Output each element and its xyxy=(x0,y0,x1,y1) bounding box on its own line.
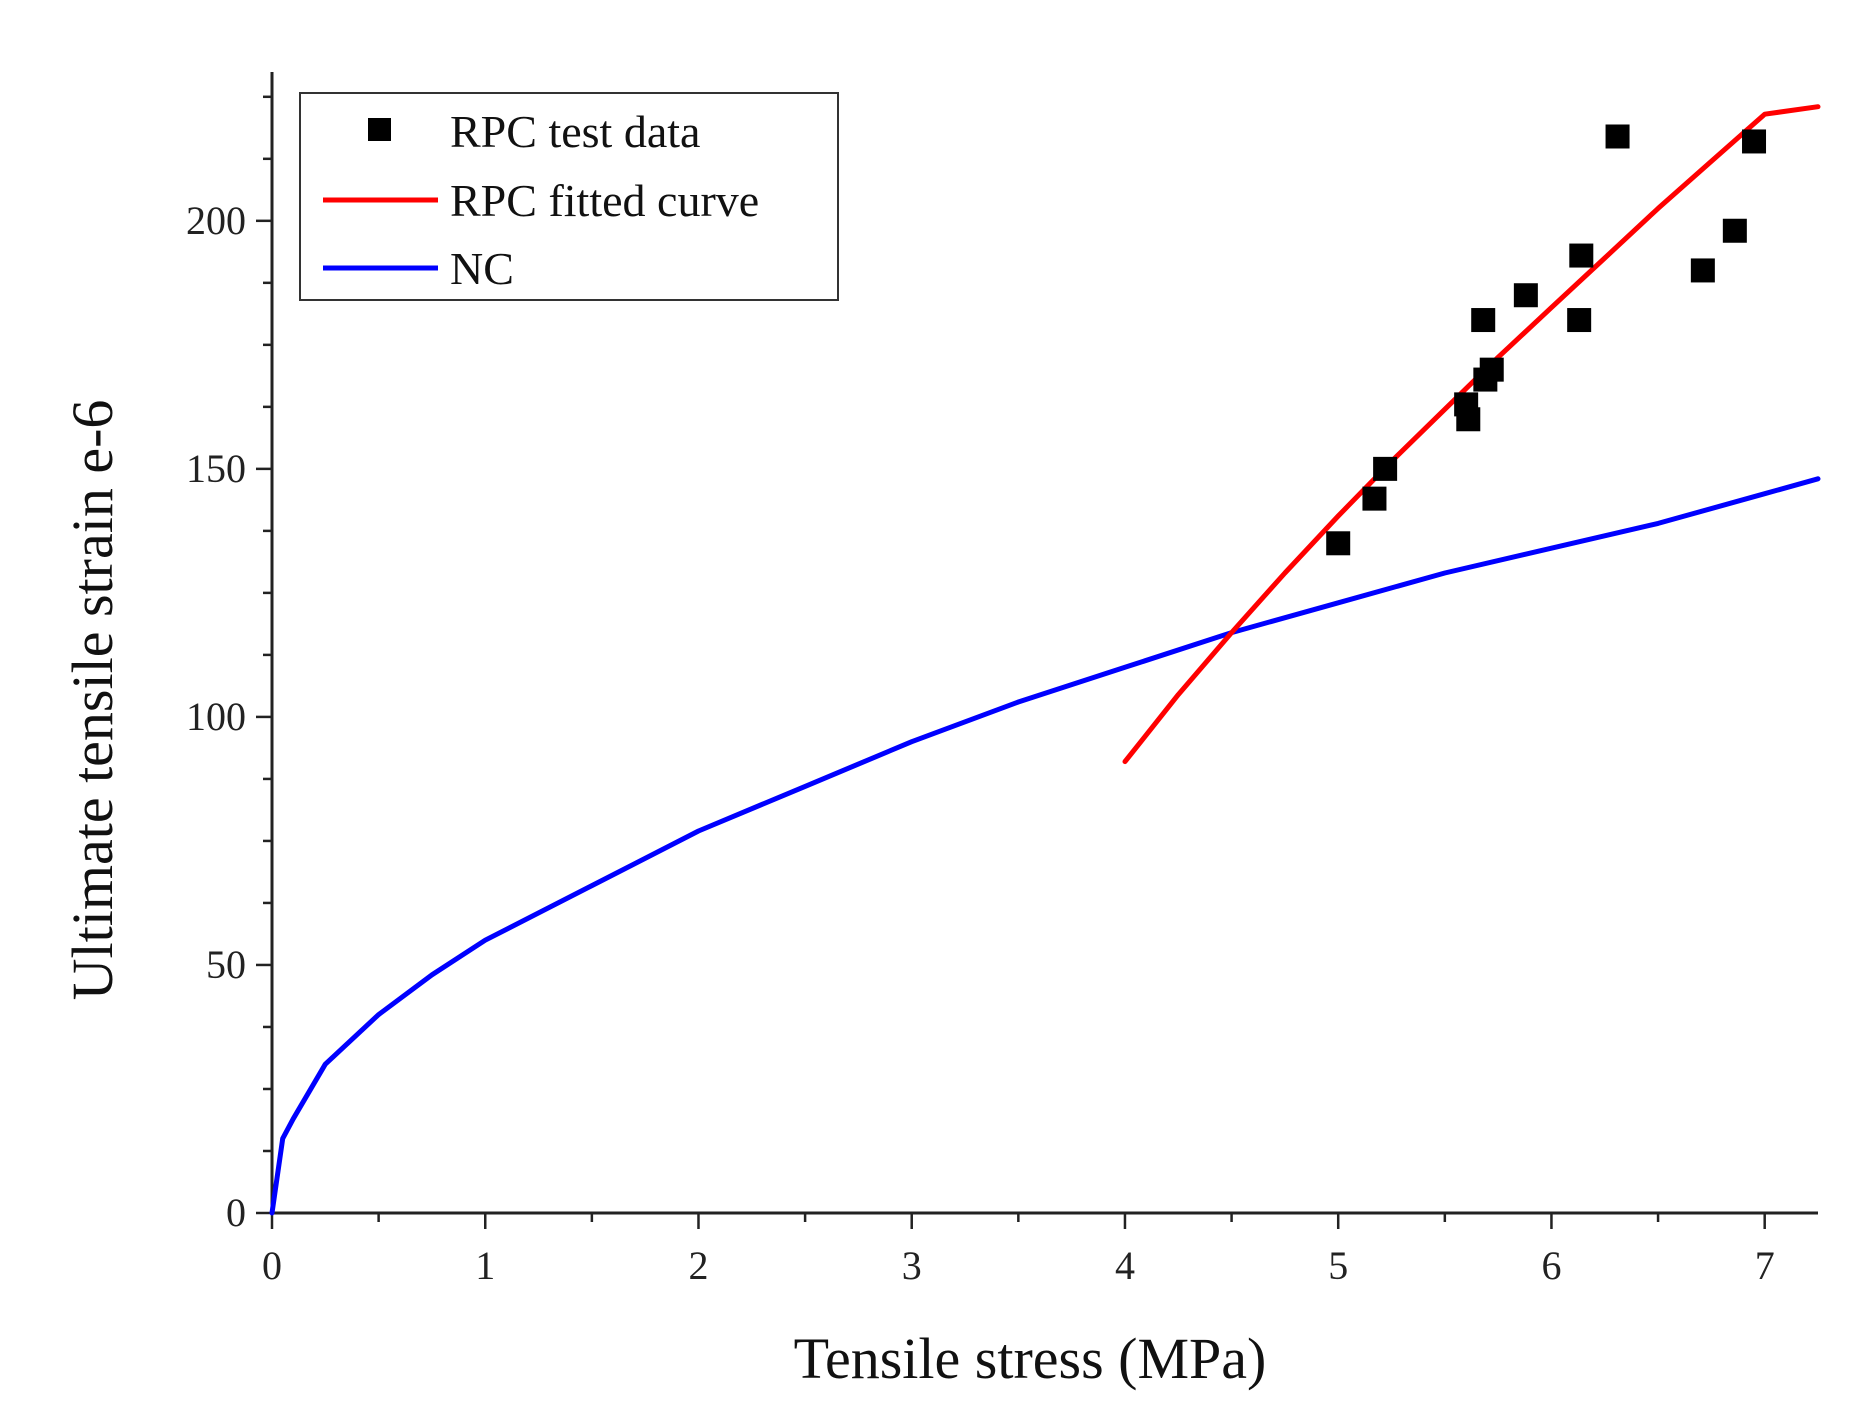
legend-label-rpc-fitted-curve: RPC fitted curve xyxy=(450,175,759,226)
x-tick-label: 0 xyxy=(262,1243,282,1288)
legend: RPC test data RPC fitted curve NC xyxy=(299,92,839,301)
data-point-rpc-test-data xyxy=(1513,283,1538,308)
data-point-rpc-test-data xyxy=(1479,357,1504,382)
x-tick-label: 2 xyxy=(688,1243,708,1288)
y-tick-label: 200 xyxy=(186,198,246,243)
series-layer xyxy=(269,104,1821,1216)
x-tick-label: 4 xyxy=(1115,1243,1135,1288)
x-tick-label: 3 xyxy=(902,1243,922,1288)
legend-label-rpc-test-data: RPC test data xyxy=(450,106,700,157)
data-point-rpc-test-data xyxy=(1742,129,1767,154)
y-tick-label: 150 xyxy=(186,446,246,491)
y-tick-label: 50 xyxy=(206,942,246,987)
x-axis-title: Tensile stress (MPa) xyxy=(794,1326,1267,1391)
x-tick-label: 5 xyxy=(1328,1243,1348,1288)
x-tick-label: 7 xyxy=(1755,1243,1775,1288)
y-tick-label: 100 xyxy=(186,694,246,739)
plot-frame xyxy=(270,72,1818,1215)
data-point-rpc-test-data xyxy=(1690,258,1715,283)
y-axis-ticks: 0 50 100 150 200 xyxy=(186,95,272,1235)
data-point-rpc-test-data xyxy=(1722,218,1747,243)
data-point-rpc-test-data xyxy=(1605,124,1630,149)
data-point-rpc-test-data xyxy=(1456,407,1481,432)
data-point-rpc-test-data xyxy=(1567,308,1592,333)
legend-label-nc: NC xyxy=(450,243,514,294)
y-axis-title: Ultimate tensile strain e-6 xyxy=(60,400,125,1001)
data-point-rpc-test-data xyxy=(1471,308,1496,333)
x-axis-ticks: 0 1 2 3 4 5 6 7 xyxy=(262,1213,1775,1288)
data-point-rpc-test-data xyxy=(1326,531,1351,556)
series-line-rpc-fitted-curve xyxy=(1122,104,1821,765)
series-line-nc xyxy=(269,476,1821,1216)
legend-marker-rpc-test-data xyxy=(368,118,391,141)
data-point-rpc-test-data xyxy=(1362,486,1387,511)
data-point-rpc-test-data xyxy=(1373,456,1398,481)
x-tick-label: 6 xyxy=(1541,1243,1561,1288)
x-tick-label: 1 xyxy=(475,1243,495,1288)
data-point-rpc-test-data xyxy=(1569,243,1594,268)
y-tick-label: 0 xyxy=(226,1190,246,1235)
